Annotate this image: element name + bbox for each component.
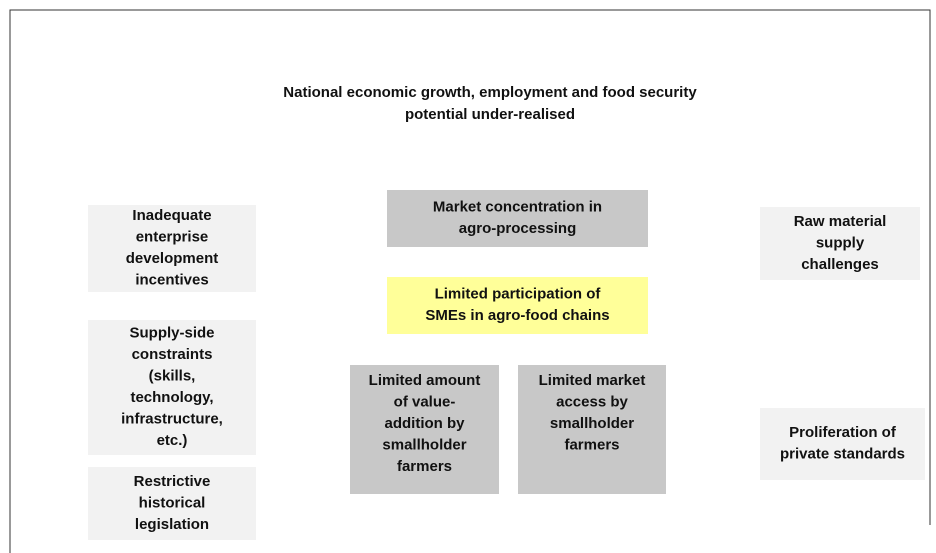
box-label: private standards: [780, 446, 905, 463]
title-line: National economic growth, employment and…: [283, 84, 697, 101]
box-label: incentives: [135, 272, 208, 289]
box-label: enterprise: [136, 229, 209, 246]
box: [88, 205, 256, 292]
box-label: constraints: [132, 346, 213, 363]
box-label: smallholder: [382, 436, 466, 453]
box-label: Market concentration in: [433, 199, 602, 216]
box-label: Limited amount: [369, 372, 481, 389]
box-label: farmers: [397, 458, 452, 475]
box-label: etc.): [157, 432, 188, 449]
box: [350, 365, 499, 494]
box-label: infrastructure,: [121, 411, 223, 428]
box-label: challenges: [801, 256, 879, 273]
box-label: Restrictive: [134, 473, 211, 490]
box: [387, 190, 648, 247]
box-label: SMEs in agro-food chains: [425, 307, 609, 324]
box: [760, 408, 925, 480]
box: [518, 365, 666, 494]
box-label: (skills,: [149, 368, 196, 385]
box-label: Raw material: [794, 213, 887, 230]
box-label: Limited participation of: [435, 286, 602, 303]
box-label: of value-: [394, 393, 456, 410]
box-label: access by: [556, 393, 628, 410]
box-label: Limited market: [539, 372, 646, 389]
box-label: Inadequate: [132, 207, 211, 224]
box: [88, 320, 256, 455]
box-label: addition by: [385, 415, 466, 432]
box-label: legislation: [135, 516, 209, 533]
box-label: development: [126, 250, 219, 267]
box-label: historical: [139, 494, 206, 511]
title-line: potential under-realised: [405, 106, 575, 123]
box-label: technology,: [130, 389, 213, 406]
box-label: Supply-side: [129, 325, 214, 342]
box: [88, 467, 256, 540]
frame: [9, 9, 931, 553]
box-label: farmers: [564, 436, 619, 453]
box-label: agro-processing: [459, 220, 577, 237]
box-label: supply: [816, 234, 865, 251]
box: [760, 207, 920, 280]
box-label: smallholder: [550, 415, 634, 432]
box: [387, 277, 648, 334]
box-label: Proliferation of: [789, 424, 897, 441]
